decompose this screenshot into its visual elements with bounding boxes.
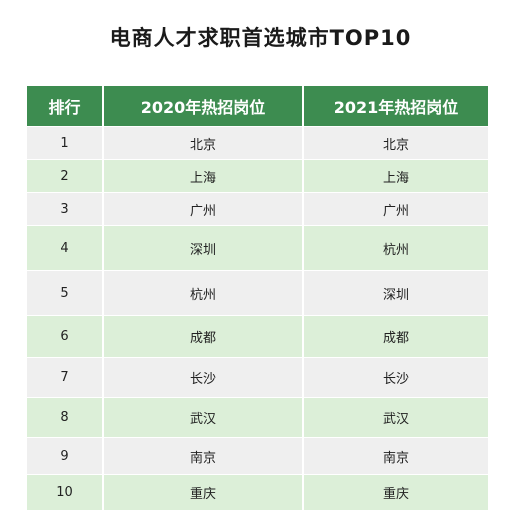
cell-rank: 4 [27,225,104,271]
cell-rank: 8 [27,397,104,438]
cell-rank: 3 [27,192,104,226]
cell-city-2020: 长沙 [103,357,304,398]
table-row: 3 广州 广州 [27,192,488,226]
table-header-row: 排行 2020年热招岗位 2021年热招岗位 [27,86,488,127]
table-row: 2 上海 上海 [27,159,488,193]
table-body: 1 北京 北京 2 上海 上海 3 广州 广州 4 深圳 杭州 5 杭州 深圳 6 成都 成都 7 长沙 长沙 8 武汉 武汉… [27,126,488,510]
table-row: 4 深圳 杭州 [27,225,488,271]
cell-city-2020: 武汉 [103,397,304,438]
column-header-2021: 2021年热招岗位 [303,86,488,127]
chart-title: 电商人才求职首选城市TOP10 [109,26,412,50]
cell-city-2021: 成都 [303,315,488,358]
cell-city-2021: 南京 [303,437,488,475]
cell-city-2021: 广州 [303,192,488,226]
cell-city-2021: 重庆 [303,474,488,510]
cell-rank: 6 [27,315,104,358]
cell-rank: 9 [27,437,104,475]
table-row: 7 长沙 长沙 [27,357,488,398]
cell-city-2021: 武汉 [303,397,488,438]
cell-rank: 2 [27,159,104,193]
cell-rank: 7 [27,357,104,398]
table-row: 5 杭州 深圳 [27,270,488,316]
cell-city-2021: 杭州 [303,225,488,271]
cell-city-2021: 上海 [303,159,488,193]
table-row: 9 南京 南京 [27,437,488,475]
column-header-rank: 排行 [27,86,104,127]
cell-city-2020: 深圳 [103,225,304,271]
table-row: 6 成都 成都 [27,315,488,358]
cell-city-2021: 长沙 [303,357,488,398]
table-row: 10 重庆 重庆 [27,474,488,510]
cell-rank: 10 [27,474,104,510]
cell-city-2020: 杭州 [103,270,304,316]
cell-city-2020: 广州 [103,192,304,226]
cell-city-2020: 上海 [103,159,304,193]
cell-city-2021: 北京 [303,126,488,160]
cell-rank: 5 [27,270,104,316]
cell-rank: 1 [27,126,104,160]
ranking-table: 排行 2020年热招岗位 2021年热招岗位 1 北京 北京 2 上海 上海 3 广州 广州 4 深… [27,86,488,510]
cell-city-2020: 成都 [103,315,304,358]
cell-city-2020: 重庆 [103,474,304,510]
table-row: 8 武汉 武汉 [27,397,488,438]
column-header-2020: 2020年热招岗位 [103,86,304,127]
cell-city-2020: 北京 [103,126,304,160]
cell-city-2020: 南京 [103,437,304,475]
table-row: 1 北京 北京 [27,126,488,160]
cell-city-2021: 深圳 [303,270,488,316]
